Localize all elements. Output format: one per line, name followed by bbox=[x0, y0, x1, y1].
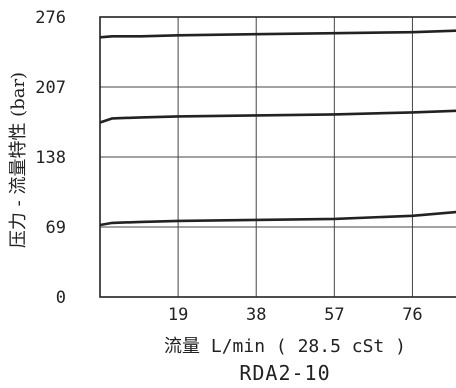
x-tick-labels: 19 38 57 76 bbox=[168, 305, 423, 325]
series-line-1 bbox=[99, 210, 456, 227]
y-tick-label: 207 bbox=[35, 78, 66, 98]
plot-frame bbox=[99, 16, 456, 298]
x-tick-label: 38 bbox=[246, 305, 266, 325]
series-lines bbox=[99, 29, 456, 227]
x-tick-label: 57 bbox=[324, 305, 344, 325]
x-tick-label: 76 bbox=[402, 305, 422, 325]
y-tick-label: 0 bbox=[56, 288, 66, 308]
chart-subtitle: RDA2-10 bbox=[239, 361, 330, 385]
y-tick-label: 276 bbox=[35, 8, 66, 28]
x-tick-label: 19 bbox=[168, 305, 188, 325]
series-line-2 bbox=[99, 109, 456, 124]
series-line-3 bbox=[99, 29, 456, 39]
y-tick-label: 69 bbox=[46, 218, 66, 238]
grid-lines bbox=[100, 17, 456, 297]
y-tick-labels: 0 69 138 207 276 bbox=[35, 8, 66, 308]
x-axis-label: 流量 L/min ( 28.5 cSt ) bbox=[164, 336, 406, 357]
y-axis-label: 压力 - 流量特性 (bar) bbox=[8, 72, 29, 248]
y-tick-label: 138 bbox=[35, 148, 66, 168]
